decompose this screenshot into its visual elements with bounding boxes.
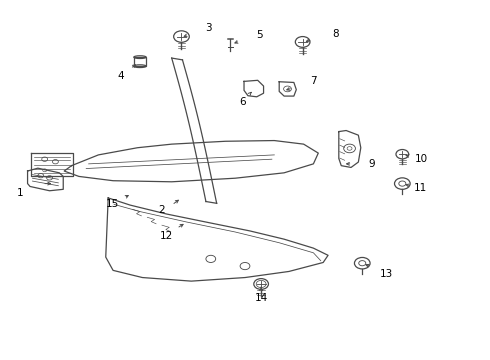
- Text: 2: 2: [159, 206, 165, 216]
- Text: 4: 4: [117, 71, 123, 81]
- Text: 10: 10: [415, 154, 427, 164]
- Text: 13: 13: [380, 269, 393, 279]
- Bar: [134, 57, 146, 66]
- Text: 8: 8: [332, 30, 339, 39]
- Text: 6: 6: [239, 97, 246, 107]
- Text: 3: 3: [205, 23, 212, 33]
- Text: 14: 14: [254, 293, 268, 303]
- Text: 5: 5: [256, 30, 263, 40]
- Text: 12: 12: [160, 231, 173, 240]
- Text: 7: 7: [310, 76, 317, 86]
- Text: 1: 1: [17, 188, 24, 198]
- Text: 9: 9: [369, 159, 375, 169]
- Text: 15: 15: [105, 199, 119, 210]
- Text: 11: 11: [414, 183, 427, 193]
